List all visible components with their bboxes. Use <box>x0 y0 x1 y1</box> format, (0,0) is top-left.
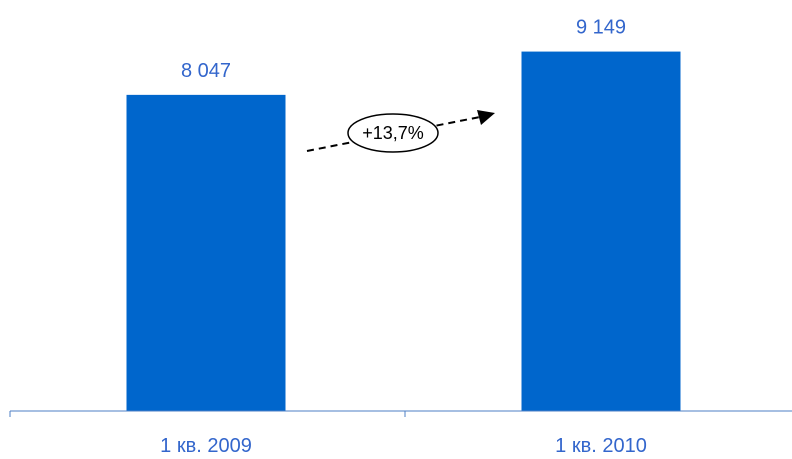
x-axis-ticks <box>9 411 406 417</box>
category-label-2: 1 кв. 2010 <box>555 435 647 457</box>
value-label-2: 9 149 <box>576 17 626 39</box>
category-label-1: 1 кв. 2009 <box>160 435 252 457</box>
bar-1 <box>126 94 286 411</box>
growth-annotation: +13,7% <box>306 110 495 153</box>
category-labels-group: 1 кв. 2009 1 кв. 2010 <box>160 435 647 457</box>
bars-group <box>126 51 681 411</box>
growth-label: +13,7% <box>362 123 424 143</box>
value-labels-group: 8 047 9 149 <box>181 17 626 82</box>
bar-2 <box>521 51 681 411</box>
growth-ellipse <box>347 113 439 153</box>
value-label-1: 8 047 <box>181 60 231 82</box>
growth-arrow-head <box>477 110 495 125</box>
